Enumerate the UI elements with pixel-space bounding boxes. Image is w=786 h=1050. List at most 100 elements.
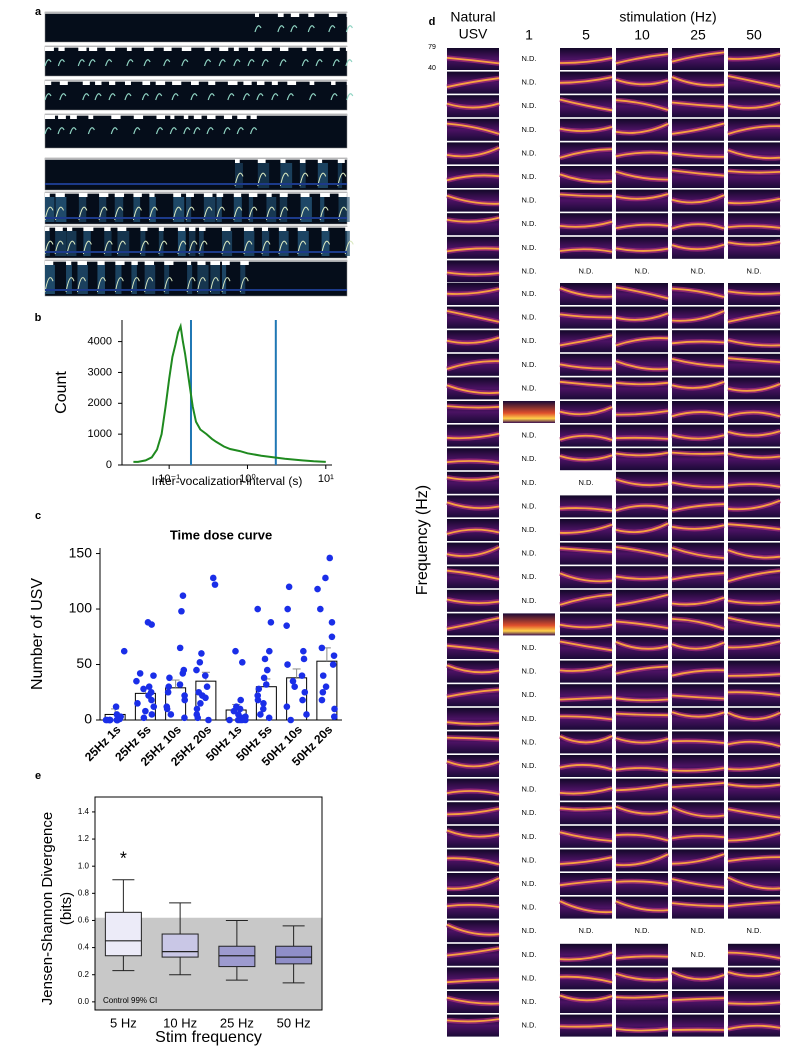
data-point bbox=[328, 633, 336, 641]
not-detected: N.D. bbox=[522, 855, 537, 864]
call-contour bbox=[446, 790, 500, 795]
call-trace bbox=[57, 127, 65, 135]
call-contour bbox=[446, 174, 500, 182]
call-contour bbox=[727, 901, 781, 907]
data-point bbox=[198, 650, 205, 657]
spectrogram-cell bbox=[447, 471, 499, 494]
data-point bbox=[314, 585, 321, 593]
call-contour bbox=[727, 311, 781, 323]
segment-marker bbox=[299, 159, 306, 163]
call-contour bbox=[671, 358, 725, 368]
segment-marker bbox=[331, 81, 336, 85]
call-contour bbox=[727, 430, 781, 437]
call-contour bbox=[671, 340, 725, 345]
call-trace bbox=[133, 127, 141, 135]
call-contour bbox=[446, 194, 500, 205]
segment-marker bbox=[45, 227, 50, 231]
call-energy bbox=[248, 197, 254, 222]
data-point bbox=[165, 683, 173, 691]
call-energy bbox=[300, 197, 312, 222]
call-contour bbox=[727, 599, 781, 605]
call-contour bbox=[446, 1018, 500, 1023]
call-contour bbox=[446, 475, 500, 481]
call-energy bbox=[117, 231, 130, 256]
call-contour bbox=[727, 197, 781, 205]
not-detected: N.D. bbox=[522, 266, 537, 275]
segment-marker bbox=[78, 193, 88, 197]
call-contour bbox=[671, 806, 725, 818]
call-trace bbox=[315, 59, 323, 67]
call-contour bbox=[446, 664, 500, 674]
data-point bbox=[148, 621, 155, 628]
call-contour bbox=[615, 575, 669, 580]
spectrogram-cell bbox=[728, 589, 780, 612]
data-point bbox=[201, 672, 209, 679]
data-point bbox=[181, 696, 189, 704]
spectrogram-strip bbox=[44, 113, 348, 149]
segment-marker bbox=[88, 115, 94, 119]
call-energy bbox=[78, 197, 87, 222]
x-tick-label: 25 Hz bbox=[220, 1015, 254, 1030]
data-point bbox=[133, 677, 140, 685]
segment-marker bbox=[203, 193, 213, 197]
call-contour bbox=[671, 451, 725, 455]
segment-marker bbox=[256, 81, 265, 85]
call-energy bbox=[297, 231, 309, 256]
call-contour bbox=[727, 616, 781, 627]
call-contour bbox=[559, 856, 613, 865]
call-contour bbox=[671, 782, 725, 788]
segment-marker bbox=[124, 81, 131, 85]
call-contour bbox=[615, 522, 669, 533]
call-contour bbox=[615, 410, 669, 416]
segment-marker bbox=[155, 81, 166, 85]
call-contour bbox=[671, 503, 725, 512]
call-contour bbox=[671, 572, 725, 581]
call-trace bbox=[181, 59, 189, 67]
call-trace bbox=[155, 93, 163, 101]
data-point bbox=[193, 705, 201, 713]
call-contour bbox=[727, 75, 781, 88]
segment-marker bbox=[223, 115, 233, 119]
segment-marker bbox=[45, 47, 54, 51]
call-contour bbox=[446, 528, 500, 535]
x-axis-label: Stim frequency bbox=[155, 1029, 262, 1046]
call-contour bbox=[671, 694, 725, 700]
segment-marker bbox=[216, 193, 224, 197]
call-contour bbox=[727, 53, 781, 60]
segment-marker bbox=[114, 193, 125, 197]
call-trace bbox=[330, 93, 338, 101]
data-point bbox=[319, 688, 327, 696]
x-tick-label: 10 Hz bbox=[163, 1015, 197, 1030]
call-contour bbox=[559, 994, 613, 1002]
segment-marker bbox=[210, 261, 221, 265]
segment-marker bbox=[140, 227, 148, 231]
segment-marker bbox=[59, 81, 68, 85]
data-point bbox=[176, 681, 184, 688]
segment-marker bbox=[233, 47, 239, 51]
segment-marker bbox=[197, 261, 206, 265]
call-contour bbox=[559, 126, 613, 133]
call-trace bbox=[143, 59, 151, 67]
segment-marker bbox=[240, 261, 249, 265]
call-contour bbox=[727, 225, 781, 229]
call-contour bbox=[615, 478, 669, 487]
spectrogram-cell bbox=[728, 660, 780, 683]
call-trace bbox=[69, 127, 77, 135]
call-contour bbox=[671, 51, 725, 63]
call-contour bbox=[671, 524, 725, 530]
call-contour bbox=[671, 243, 725, 251]
not-detected: N.D. bbox=[522, 478, 537, 487]
y-tick-label: 0.2 bbox=[78, 970, 90, 979]
call-contour bbox=[615, 122, 669, 134]
not-detected: N.D. bbox=[522, 172, 537, 181]
spectrogram-cell bbox=[616, 1014, 668, 1037]
segment-marker bbox=[338, 193, 347, 197]
call-contour bbox=[727, 125, 781, 135]
call-trace bbox=[76, 277, 86, 293]
call-trace bbox=[261, 59, 269, 67]
call-contour bbox=[727, 1001, 781, 1005]
call-energy bbox=[221, 231, 233, 256]
spectrogram-cell bbox=[728, 873, 780, 895]
not-detected: N.D. bbox=[691, 950, 706, 959]
segment-marker bbox=[235, 159, 240, 163]
